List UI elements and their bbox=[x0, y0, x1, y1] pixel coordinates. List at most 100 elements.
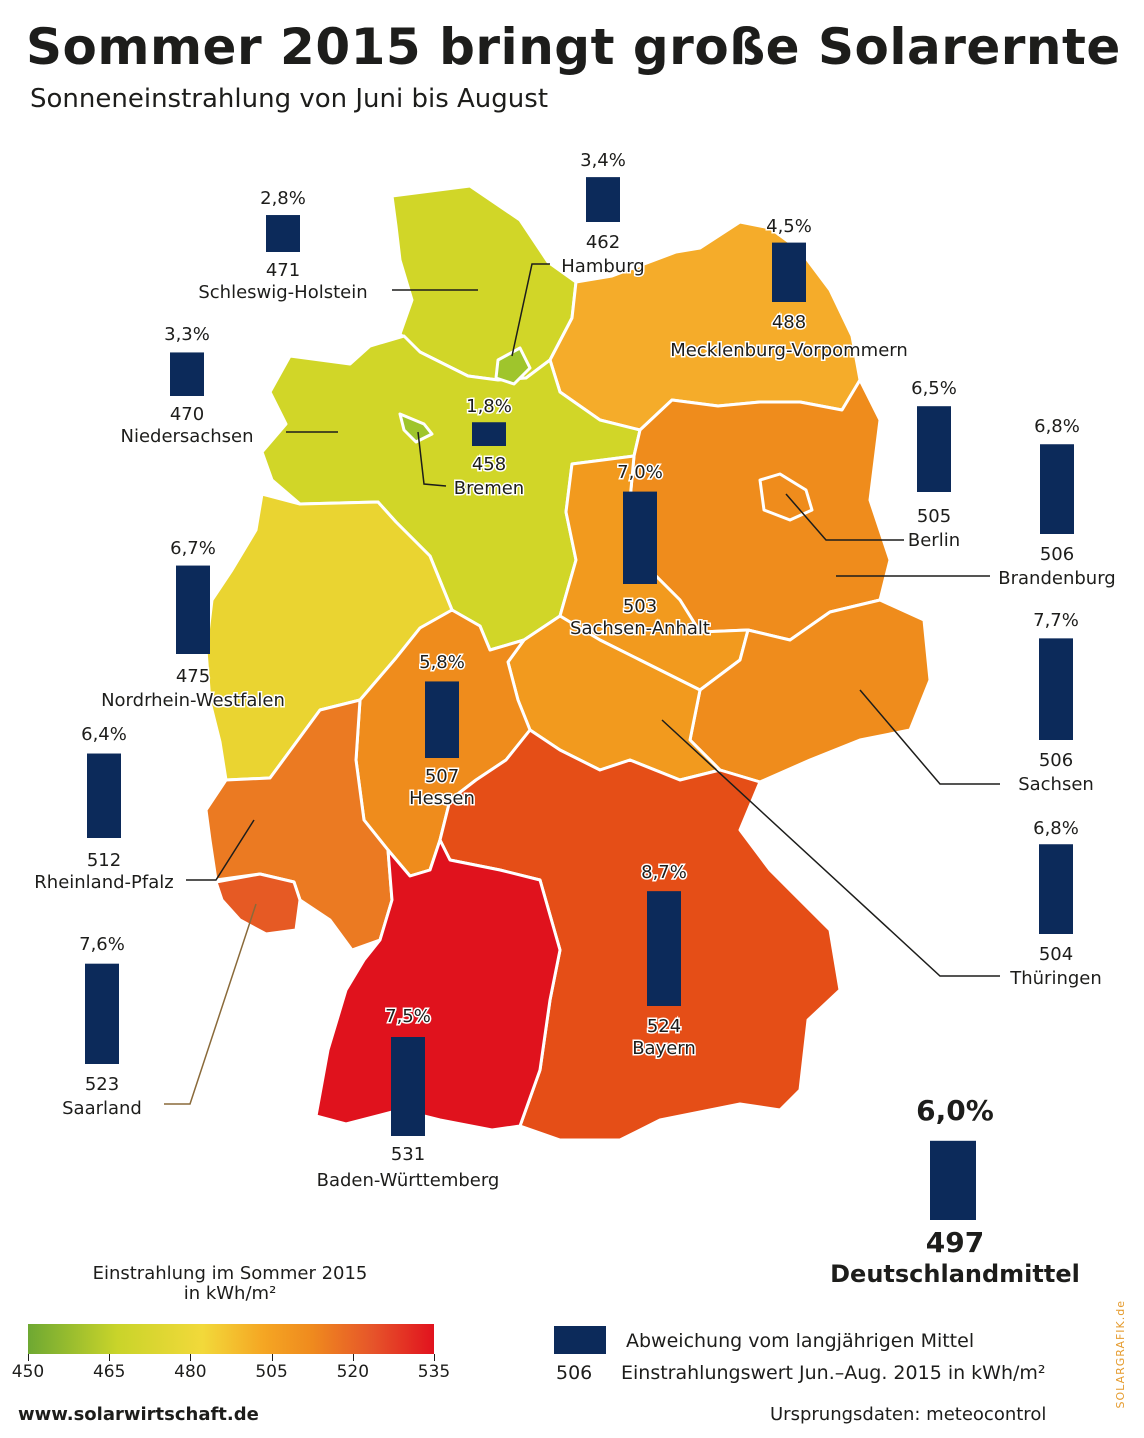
region-rheinland-pfalz bbox=[204, 698, 394, 952]
pct-label-rheinland-pfalz: 6,4% bbox=[81, 724, 127, 745]
name-label-baden-wuerttemberg: Baden-Württemberg bbox=[317, 1170, 500, 1191]
legend-title-line2: in kWh/m² bbox=[183, 1283, 277, 1304]
color-scale-bar bbox=[28, 1324, 434, 1354]
bar-schleswig-holstein bbox=[266, 215, 300, 252]
legend-title-line1: Einstrahlung im Sommer 2015 bbox=[92, 1263, 368, 1284]
scale-tick-mark bbox=[109, 1354, 111, 1361]
name-label-bremen: Bremen bbox=[454, 478, 524, 499]
region-bremen bbox=[398, 412, 434, 444]
footer-url: www.solarwirtschaft.de bbox=[18, 1404, 259, 1425]
scale-tick-label: 505 bbox=[255, 1362, 288, 1382]
scale-tick-mark bbox=[352, 1354, 354, 1361]
pct-label-hessen: 5,8% bbox=[419, 652, 465, 673]
name-label-rheinland-pfalz: Rheinland-Pfalz bbox=[34, 872, 173, 893]
average-percent: 6,0% bbox=[916, 1094, 994, 1127]
name-label-nordrhein-westfalen: Nordrhein-Westfalen bbox=[101, 690, 285, 711]
name-label-sachsen: Sachsen bbox=[1018, 774, 1094, 795]
scale-tick-mark bbox=[271, 1354, 273, 1361]
value-label-hessen: 507 bbox=[425, 766, 459, 787]
scale-tick-mark bbox=[190, 1354, 192, 1361]
footer-source: Ursprungsdaten: meteocontrol bbox=[770, 1404, 1047, 1425]
bar-baden-wuerttemberg bbox=[391, 1037, 425, 1136]
name-label-saarland: Saarland bbox=[62, 1098, 142, 1119]
bar-saarland bbox=[85, 963, 119, 1064]
bar-mecklenburg-vorpommern bbox=[772, 242, 806, 302]
value-label-baden-wuerttemberg: 531 bbox=[391, 1144, 425, 1165]
value-label-schleswig-holstein: 471 bbox=[266, 260, 300, 281]
value-label-saarland: 523 bbox=[85, 1074, 119, 1095]
bar-brandenburg bbox=[1040, 444, 1074, 534]
pct-label-bayern: 8,7% bbox=[641, 862, 687, 883]
value-label-hamburg: 462 bbox=[586, 232, 620, 253]
scale-tick-mark bbox=[28, 1354, 29, 1361]
legend-number-example: 506 bbox=[556, 1362, 593, 1384]
value-label-nordrhein-westfalen: 475 bbox=[176, 666, 210, 687]
value-label-bremen: 458 bbox=[472, 454, 506, 475]
name-label-schleswig-holstein: Schleswig-Holstein bbox=[198, 282, 367, 303]
pct-label-brandenburg: 6,8% bbox=[1034, 416, 1080, 437]
bar-bayern bbox=[647, 891, 681, 1006]
name-label-mecklenburg-vorpommern: Mecklenburg-Vorpommern bbox=[670, 340, 908, 361]
pct-label-sachsen-anhalt: 7,0% bbox=[617, 462, 663, 483]
pct-label-thueringen: 6,8% bbox=[1033, 818, 1079, 839]
pct-label-mecklenburg-vorpommern: 4,5% bbox=[766, 216, 812, 237]
legend-number-text: Einstrahlungswert Jun.–Aug. 2015 in kWh/… bbox=[621, 1362, 1046, 1384]
bar-sachsen-anhalt bbox=[623, 491, 657, 584]
scale-tick-label: 520 bbox=[336, 1362, 370, 1382]
value-label-bayern: 524 bbox=[647, 1016, 681, 1037]
name-label-thueringen: Thüringen bbox=[1009, 968, 1102, 989]
bar-hessen bbox=[425, 681, 459, 758]
name-label-hamburg: Hamburg bbox=[561, 256, 644, 277]
value-label-mecklenburg-vorpommern: 488 bbox=[772, 312, 806, 333]
pct-label-saarland: 7,6% bbox=[79, 934, 125, 955]
pct-label-niedersachsen: 3,3% bbox=[164, 324, 210, 345]
bar-bremen bbox=[472, 422, 506, 446]
pct-label-sachsen: 7,7% bbox=[1033, 610, 1079, 631]
bar-niedersachsen bbox=[170, 352, 204, 396]
pct-label-bremen: 1,8% bbox=[466, 396, 512, 417]
pct-label-baden-wuerttemberg: 7,5% bbox=[385, 1006, 431, 1027]
scale-tick-label: 535 bbox=[417, 1362, 451, 1382]
scale-tick-label: 465 bbox=[92, 1362, 126, 1382]
pct-label-berlin: 6,5% bbox=[911, 378, 957, 399]
credit-text: SOLARGRAFIK.de bbox=[1114, 1300, 1127, 1409]
value-label-berlin: 505 bbox=[917, 506, 951, 527]
name-label-bayern: Bayern bbox=[632, 1038, 696, 1059]
value-label-sachsen: 506 bbox=[1039, 750, 1073, 771]
bar-sachsen bbox=[1039, 638, 1073, 740]
region-mecklenburg-vorpommern bbox=[548, 220, 862, 432]
bar-nordrhein-westfalen bbox=[176, 565, 210, 654]
region-baden-wuerttemberg bbox=[314, 838, 562, 1132]
region-hamburg bbox=[494, 346, 532, 386]
region-saarland bbox=[214, 872, 302, 936]
scale-tick-label: 450 bbox=[11, 1362, 45, 1382]
legend-title: Einstrahlung im Sommer 2015 in kWh/m² bbox=[40, 1264, 420, 1304]
average-value: 497 bbox=[925, 1226, 985, 1259]
bar-berlin bbox=[917, 406, 951, 492]
name-label-hessen: Hessen bbox=[409, 788, 475, 809]
legend-bar-swatch bbox=[554, 1326, 606, 1354]
pct-label-schleswig-holstein: 2,8% bbox=[260, 188, 306, 209]
value-label-thueringen: 504 bbox=[1039, 944, 1073, 965]
bar-thueringen bbox=[1039, 844, 1073, 934]
bar-rheinland-pfalz bbox=[87, 753, 121, 838]
name-label-brandenburg: Brandenburg bbox=[998, 568, 1115, 589]
name-label-sachsen-anhalt: Sachsen-Anhalt bbox=[570, 618, 710, 639]
page-subtitle: Sonneneinstrahlung von Juni bis August bbox=[30, 84, 549, 114]
bar-hamburg bbox=[586, 177, 620, 222]
value-label-rheinland-pfalz: 512 bbox=[87, 850, 121, 871]
pct-label-nordrhein-westfalen: 6,7% bbox=[170, 538, 216, 559]
bar-deutschlandmittel bbox=[930, 1140, 976, 1220]
value-label-niedersachsen: 470 bbox=[170, 404, 204, 425]
value-label-sachsen-anhalt: 503 bbox=[623, 596, 657, 617]
scale-tick-label: 480 bbox=[174, 1362, 207, 1382]
scale-tick-mark bbox=[434, 1354, 435, 1361]
value-label-brandenburg: 506 bbox=[1040, 544, 1074, 565]
name-label-berlin: Berlin bbox=[908, 530, 960, 551]
page-title: Sommer 2015 bringt große Solarernte bbox=[26, 18, 1121, 76]
average-label: Deutschlandmittel bbox=[830, 1260, 1080, 1288]
pct-label-hamburg: 3,4% bbox=[580, 150, 626, 171]
legend-bar-text: Abweichung vom langjährigen Mittel bbox=[626, 1330, 975, 1352]
name-label-niedersachsen: Niedersachsen bbox=[120, 426, 253, 447]
